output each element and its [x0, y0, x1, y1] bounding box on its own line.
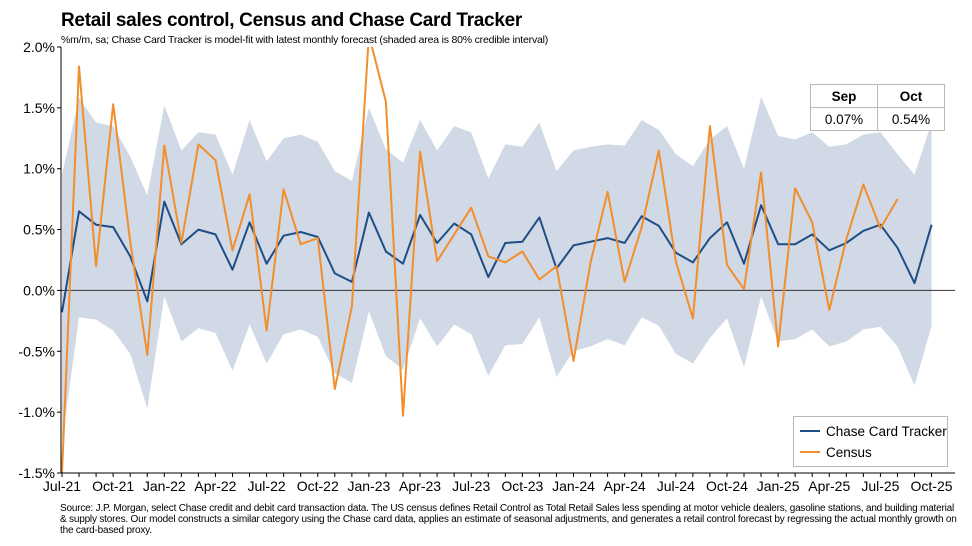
- x-tick-label: Jan-22: [143, 478, 186, 494]
- x-tick-label: Jan-25: [757, 478, 800, 494]
- x-tick-label: Jul-21: [43, 478, 81, 494]
- x-tick-label: Apr-25: [808, 478, 850, 494]
- x-tick-label: Apr-24: [604, 478, 646, 494]
- series-line-census: [61, 47, 899, 473]
- y-tick-label: -0.5%: [18, 343, 55, 359]
- x-tick-label: Apr-22: [194, 478, 236, 494]
- legend-label-chase: Chase Card Tracker: [826, 423, 947, 439]
- legend-item-chase: Chase Card Tracker: [800, 422, 947, 440]
- forecast-value-sep: 0.07%: [810, 107, 878, 131]
- credible-interval-band: [62, 96, 932, 443]
- legend-label-census: Census: [826, 444, 872, 460]
- legend-swatch-census: [800, 451, 820, 453]
- x-tick-label: Oct-24: [706, 478, 748, 494]
- chart-title: Retail sales control, Census and Chase C…: [61, 10, 522, 31]
- forecast-header-oct: Oct: [877, 84, 945, 108]
- forecast-header-sep: Sep: [810, 84, 878, 108]
- x-tick-label: Oct-22: [297, 478, 339, 494]
- x-tick-label: Jan-24: [552, 478, 595, 494]
- x-tick-label: Jul-23: [452, 478, 490, 494]
- x-tick-label: Jul-25: [861, 478, 899, 494]
- x-tick-label: Jul-22: [248, 478, 286, 494]
- y-tick-label: 0.0%: [23, 282, 55, 298]
- y-tick-label: -1.5%: [18, 465, 55, 481]
- y-tick-label: 1.5%: [23, 100, 55, 116]
- y-tick-label: 0.5%: [23, 222, 55, 238]
- plot-area: -1.5% -1.0% -0.5% 0.0% 0.5% 1.0% 1.5% 2.0% Jul-2…: [18, 39, 955, 494]
- x-tick-label: Jul-24: [657, 478, 695, 494]
- x-tick-label: Oct-23: [501, 478, 543, 494]
- x-tick-label: Oct-25: [911, 478, 953, 494]
- y-tick-label: 1.0%: [23, 161, 55, 177]
- y-tick-label: -1.0%: [18, 404, 55, 420]
- source-note: Source: J.P. Morgan, select Chase credit…: [60, 503, 957, 536]
- chart-subtitle: %m/m, sa; Chase Card Tracker is model-fi…: [61, 34, 549, 46]
- legend-item-census: Census: [800, 443, 872, 461]
- forecast-table: Sep Oct 0.07% 0.54%: [810, 84, 945, 131]
- y-tick-label: 2.0%: [23, 39, 55, 55]
- x-tick-label: Jan-23: [347, 478, 390, 494]
- x-tick-label: Apr-23: [399, 478, 441, 494]
- chart-legend: Chase Card Tracker Census: [793, 416, 948, 467]
- x-tick-label: Oct-21: [92, 478, 134, 494]
- forecast-value-oct: 0.54%: [877, 107, 945, 131]
- legend-swatch-chase: [800, 430, 820, 432]
